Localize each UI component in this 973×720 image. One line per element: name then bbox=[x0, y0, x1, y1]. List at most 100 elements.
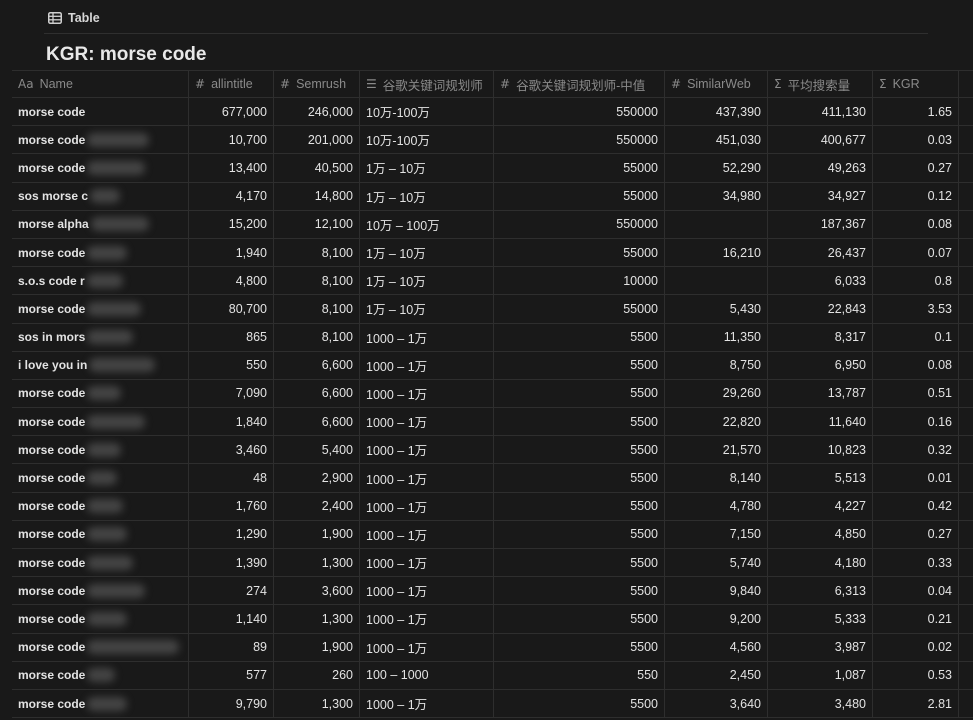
cell-keyword-planner[interactable]: 1000 – 1万 bbox=[360, 351, 494, 379]
cell-keyword-planner[interactable]: 1000 – 1万 bbox=[360, 408, 494, 436]
cell-kgr[interactable]: 0.03 bbox=[873, 126, 959, 154]
cell-semrush[interactable]: 260 bbox=[274, 661, 360, 689]
cell-keyword-planner[interactable]: 1000 – 1万 bbox=[360, 577, 494, 605]
table-row[interactable]: morse code 10,700 201,000 10万-100万 550000 451… bbox=[12, 126, 973, 155]
cell-name[interactable]: i love you in bbox=[12, 351, 189, 379]
cell-keyword-planner[interactable]: 1万 – 10万 bbox=[360, 182, 494, 210]
cell-kgr[interactable]: 0.32 bbox=[873, 436, 959, 464]
cell-allintitle[interactable]: 865 bbox=[189, 323, 274, 351]
cell-name[interactable]: morse code bbox=[12, 633, 189, 661]
cell-allintitle[interactable]: 274 bbox=[189, 577, 274, 605]
table-row[interactable]: morse code 577 260 100 – 1000 550 2,450 1,087 0… bbox=[12, 661, 973, 690]
cell-kgr[interactable]: 0.27 bbox=[873, 520, 959, 548]
cell-semrush[interactable]: 6,600 bbox=[274, 408, 360, 436]
table-row[interactable]: morse code 274 3,600 1000 – 1万 5500 9,840 6,31… bbox=[12, 577, 973, 606]
cell-keyword-planner[interactable]: 1000 – 1万 bbox=[360, 520, 494, 548]
table-row[interactable]: morse code 1,140 1,300 1000 – 1万 5500 9,200 5,… bbox=[12, 605, 973, 634]
cell-keyword-planner[interactable]: 1000 – 1万 bbox=[360, 492, 494, 520]
cell-avg-search-volume[interactable]: 187,367 bbox=[768, 210, 873, 238]
table-row[interactable]: morse code 1,840 6,600 1000 – 1万 5500 22,820 1… bbox=[12, 408, 973, 437]
cell-similarweb[interactable] bbox=[665, 210, 768, 238]
cell-semrush[interactable]: 1,300 bbox=[274, 605, 360, 633]
cell-keyword-planner-median[interactable]: 5500 bbox=[494, 351, 665, 379]
cell-avg-search-volume[interactable]: 26,437 bbox=[768, 238, 873, 267]
cell-keyword-planner-median[interactable]: 55000 bbox=[494, 154, 665, 182]
cell-kgr[interactable]: 0.01 bbox=[873, 464, 959, 492]
cell-keyword-planner[interactable]: 1000 – 1万 bbox=[360, 605, 494, 633]
column-header-kgr[interactable]: Σ KGR bbox=[873, 71, 959, 97]
cell-kgr[interactable]: 0.1 bbox=[873, 323, 959, 351]
cell-name[interactable]: morse code bbox=[12, 605, 189, 633]
column-header-semrush[interactable]: # Semrush bbox=[274, 71, 360, 97]
cell-name[interactable]: morse code bbox=[12, 238, 189, 267]
cell-similarweb[interactable]: 2,450 bbox=[665, 661, 768, 689]
cell-semrush[interactable]: 201,000 bbox=[274, 126, 360, 154]
cell-semrush[interactable]: 8,100 bbox=[274, 295, 360, 323]
cell-similarweb[interactable]: 4,780 bbox=[665, 492, 768, 520]
cell-semrush[interactable]: 2,400 bbox=[274, 492, 360, 520]
cell-similarweb[interactable]: 11,350 bbox=[665, 323, 768, 351]
cell-avg-search-volume[interactable]: 400,677 bbox=[768, 126, 873, 154]
cell-kgr[interactable]: 0.33 bbox=[873, 549, 959, 577]
cell-name[interactable]: morse code bbox=[12, 689, 189, 718]
cell-semrush[interactable]: 6,600 bbox=[274, 379, 360, 408]
cell-allintitle[interactable]: 3,460 bbox=[189, 436, 274, 464]
cell-allintitle[interactable]: 1,840 bbox=[189, 408, 274, 436]
cell-avg-search-volume[interactable]: 6,033 bbox=[768, 267, 873, 295]
cell-keyword-planner[interactable]: 1000 – 1万 bbox=[360, 689, 494, 718]
table-row[interactable]: morse code 1,760 2,400 1000 – 1万 5500 4,780 4,… bbox=[12, 492, 973, 521]
cell-avg-search-volume[interactable]: 4,180 bbox=[768, 549, 873, 577]
cell-kgr[interactable]: 3.53 bbox=[873, 295, 959, 323]
cell-name[interactable]: morse code bbox=[12, 126, 189, 154]
cell-kgr[interactable]: 0.42 bbox=[873, 492, 959, 520]
cell-keyword-planner-median[interactable]: 5500 bbox=[494, 436, 665, 464]
cell-keyword-planner[interactable]: 1万 – 10万 bbox=[360, 154, 494, 182]
cell-keyword-planner[interactable]: 1000 – 1万 bbox=[360, 633, 494, 661]
view-tab-table[interactable]: Table bbox=[48, 9, 100, 27]
cell-kgr[interactable]: 0.8 bbox=[873, 267, 959, 295]
cell-name[interactable]: morse code bbox=[12, 295, 189, 323]
cell-keyword-planner[interactable]: 10万 – 100万 bbox=[360, 210, 494, 238]
column-header-keyword-planner-median[interactable]: # 谷歌关键词规划师-中值 bbox=[494, 71, 665, 97]
cell-name[interactable]: morse code bbox=[12, 577, 189, 605]
cell-name[interactable]: morse code bbox=[12, 520, 189, 548]
cell-avg-search-volume[interactable]: 6,313 bbox=[768, 577, 873, 605]
cell-kgr[interactable]: 0.21 bbox=[873, 605, 959, 633]
cell-avg-search-volume[interactable]: 22,843 bbox=[768, 295, 873, 323]
table-row[interactable]: morse code 677,000 246,000 10万-100万 550000 43… bbox=[12, 98, 973, 127]
cell-keyword-planner-median[interactable]: 5500 bbox=[494, 549, 665, 577]
cell-similarweb[interactable]: 8,140 bbox=[665, 464, 768, 492]
cell-semrush[interactable]: 246,000 bbox=[274, 98, 360, 126]
cell-similarweb[interactable]: 34,980 bbox=[665, 182, 768, 210]
cell-semrush[interactable]: 2,900 bbox=[274, 464, 360, 492]
cell-keyword-planner[interactable]: 1000 – 1万 bbox=[360, 549, 494, 577]
cell-semrush[interactable]: 5,400 bbox=[274, 436, 360, 464]
cell-name[interactable]: s.o.s code r bbox=[12, 267, 189, 295]
cell-name[interactable]: morse alpha bbox=[12, 210, 189, 238]
cell-keyword-planner-median[interactable]: 550000 bbox=[494, 210, 665, 238]
cell-keyword-planner-median[interactable]: 55000 bbox=[494, 182, 665, 210]
cell-avg-search-volume[interactable]: 5,333 bbox=[768, 605, 873, 633]
column-header-similarweb[interactable]: # SimilarWeb bbox=[665, 71, 768, 97]
cell-keyword-planner[interactable]: 100 – 1000 bbox=[360, 661, 494, 689]
cell-kgr[interactable]: 0.08 bbox=[873, 210, 959, 238]
cell-similarweb[interactable]: 16,210 bbox=[665, 238, 768, 267]
cell-avg-search-volume[interactable]: 10,823 bbox=[768, 436, 873, 464]
table-row[interactable]: morse code 89 1,900 1000 – 1万 5500 4,560 3,987… bbox=[12, 633, 973, 662]
cell-keyword-planner[interactable]: 10万-100万 bbox=[360, 126, 494, 154]
table-row[interactable]: morse code 48 2,900 1000 – 1万 5500 8,140 5,513… bbox=[12, 464, 973, 493]
table-row[interactable]: sos morse c 4,170 14,800 1万 – 10万 55000 34,98… bbox=[12, 182, 973, 211]
cell-keyword-planner[interactable]: 1万 – 10万 bbox=[360, 267, 494, 295]
cell-name[interactable]: morse code bbox=[12, 549, 189, 577]
cell-keyword-planner-median[interactable]: 5500 bbox=[494, 323, 665, 351]
cell-avg-search-volume[interactable]: 3,987 bbox=[768, 633, 873, 661]
table-row[interactable]: sos in mors 865 8,100 1000 – 1万 5500 11,350 8,… bbox=[12, 323, 973, 352]
cell-semrush[interactable]: 6,600 bbox=[274, 351, 360, 379]
cell-keyword-planner-median[interactable]: 550000 bbox=[494, 98, 665, 126]
cell-avg-search-volume[interactable]: 49,263 bbox=[768, 154, 873, 182]
cell-keyword-planner-median[interactable]: 55000 bbox=[494, 295, 665, 323]
cell-avg-search-volume[interactable]: 3,480 bbox=[768, 689, 873, 718]
table-row[interactable]: morse code 80,700 8,100 1万 – 10万 55000 5,430 2… bbox=[12, 295, 973, 324]
cell-similarweb[interactable]: 8,750 bbox=[665, 351, 768, 379]
table-row[interactable]: morse code 3,460 5,400 1000 – 1万 5500 21,570 1… bbox=[12, 436, 973, 465]
